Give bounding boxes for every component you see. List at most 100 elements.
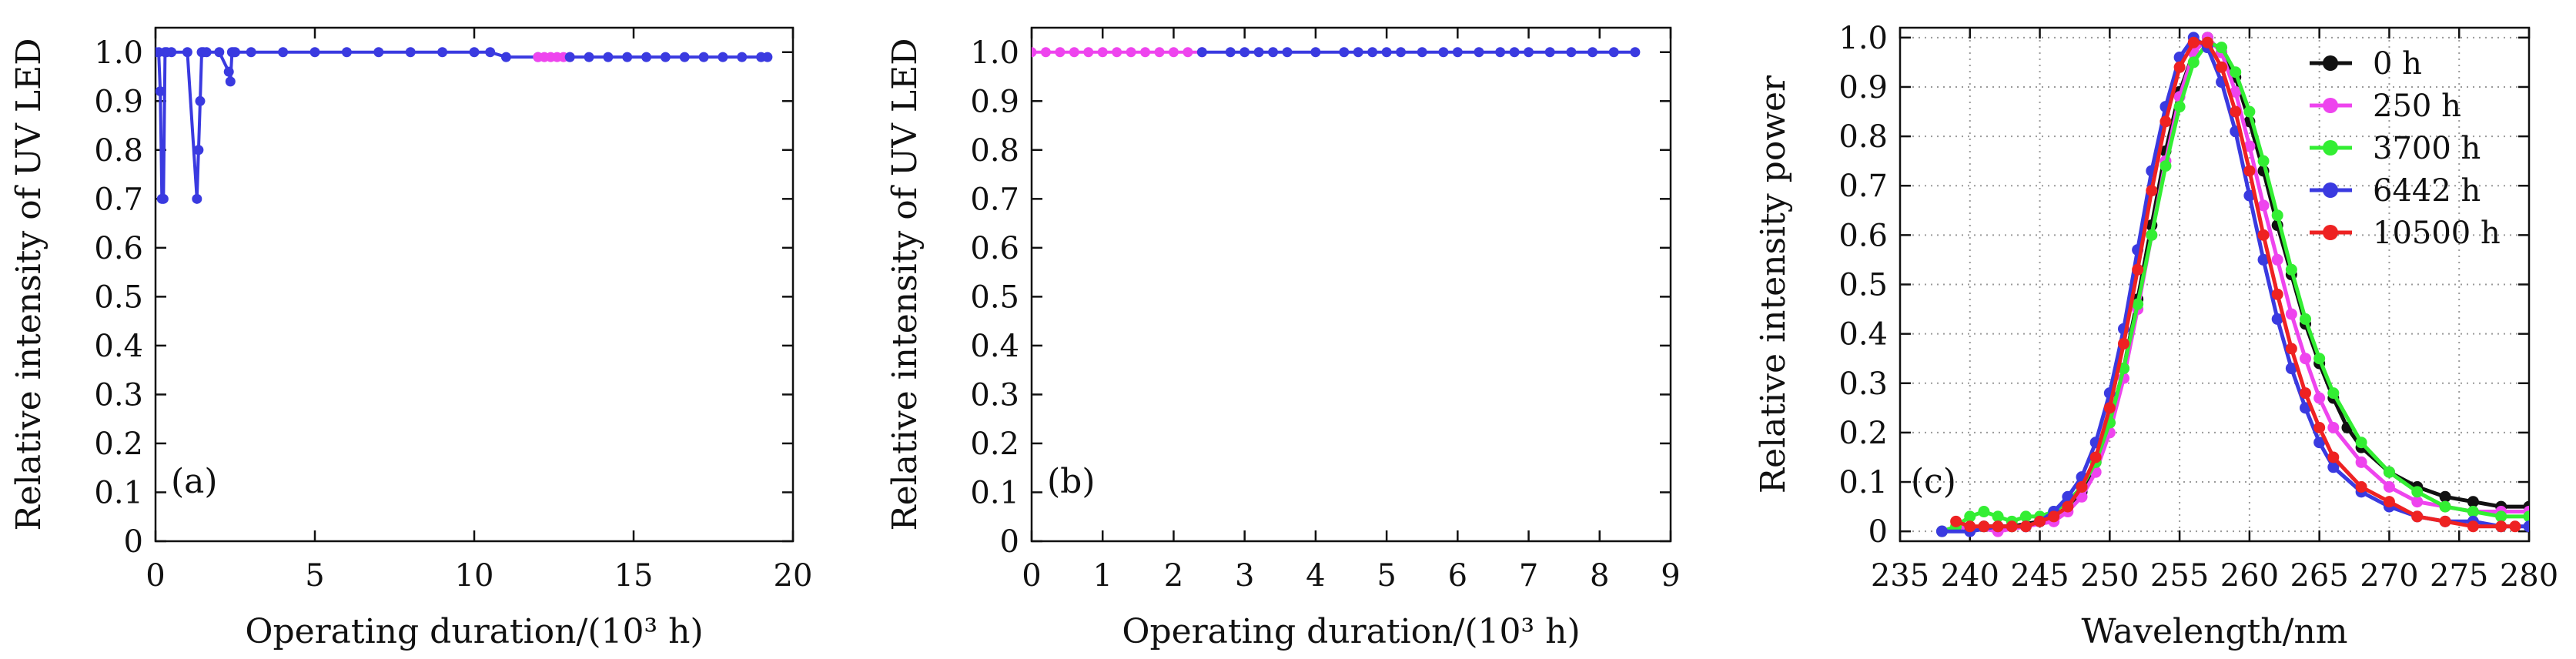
- y-tick-label: 0.6: [970, 231, 1019, 266]
- data-point: [2230, 66, 2242, 79]
- data-point: [195, 95, 206, 106]
- data-point: [1055, 47, 1066, 58]
- y-tick-label: 1.0: [94, 35, 143, 71]
- data-point: [1608, 47, 1619, 58]
- data-point: [622, 52, 633, 62]
- data-point: [1566, 47, 1577, 58]
- data-point: [1367, 47, 1378, 58]
- data-point: [660, 52, 671, 62]
- x-tick-label: 240: [1941, 558, 1999, 594]
- data-point: [2216, 61, 2228, 73]
- y-tick-label: 0.4: [970, 329, 1019, 364]
- data-point: [1032, 47, 1037, 58]
- x-axis-label: Operating duration/(10³ h): [245, 612, 703, 651]
- data-point: [2327, 461, 2340, 473]
- data-point: [2103, 402, 2116, 414]
- y-tick-label: 0.1: [970, 475, 1019, 510]
- data-point: [2300, 353, 2312, 365]
- data-point: [437, 47, 448, 58]
- data-point: [2285, 263, 2297, 276]
- y-tick-label: 0.3: [970, 377, 1019, 413]
- data-point: [2019, 520, 2032, 533]
- data-point: [2230, 105, 2242, 118]
- data-point: [2467, 496, 2479, 508]
- data-point: [2383, 466, 2395, 478]
- data-point: [2243, 165, 2256, 177]
- data-point: [166, 47, 177, 58]
- x-tick-label: 5: [305, 558, 324, 594]
- data-point: [2355, 437, 2367, 449]
- data-point: [1950, 515, 1962, 527]
- data-point: [1992, 520, 2004, 533]
- data-point: [2159, 160, 2172, 172]
- series-1: [1196, 47, 1641, 58]
- x-tick-label: 280: [2500, 558, 2558, 594]
- data-point: [230, 47, 240, 58]
- data-point: [2313, 353, 2326, 365]
- data-point: [2117, 337, 2129, 350]
- series-0: [156, 47, 544, 204]
- data-point: [1196, 47, 1207, 58]
- x-tick-label: 2: [1164, 558, 1183, 594]
- data-point: [485, 47, 496, 58]
- y-tick-label: 0.6: [94, 231, 143, 266]
- data-point: [2509, 520, 2521, 533]
- data-point: [1069, 47, 1079, 58]
- data-point: [2411, 496, 2424, 508]
- data-point: [1587, 47, 1598, 58]
- data-point: [2243, 105, 2256, 118]
- data-point: [2173, 61, 2186, 73]
- x-tick-label: 275: [2430, 558, 2488, 594]
- data-point: [2257, 199, 2270, 212]
- data-point: [2439, 500, 2451, 513]
- y-tick-label: 1.0: [1838, 21, 1888, 56]
- data-point: [2076, 480, 2088, 493]
- series-4: [1950, 36, 2521, 533]
- data-point: [1524, 47, 1534, 58]
- data-point: [500, 52, 511, 62]
- data-point: [341, 47, 352, 58]
- data-point: [762, 52, 773, 62]
- x-tick-label: 7: [1519, 558, 1538, 594]
- x-tick-label: 245: [2010, 558, 2069, 594]
- chart-panel-2: 235 240 245 250 255 260 265 270 275 280 0 0.1 0.2 0.3…: [1754, 21, 2558, 651]
- x-axis-label: Wavelength/nm: [2081, 612, 2347, 651]
- chart-panel-1: 0 1 2 3 4 5 6 7 8 9 0 0.1 0.2 0.3 0.4 0.5 0.6 0.7 0.8 0.9 1.…: [885, 26, 1681, 651]
- y-tick-label: 1.0: [970, 35, 1019, 71]
- data-point: [1040, 47, 1051, 58]
- data-point: [1396, 47, 1407, 58]
- data-point: [1964, 520, 1976, 533]
- data-point: [2355, 456, 2367, 468]
- legend-label: 250 h: [2373, 89, 2461, 124]
- chart-panel-0: 0 5 10 15 20 0 0.1 0.2 0.3 0.4 0.5 0.6 0.7 0.8 0.9 1.0 O…: [9, 26, 812, 651]
- data-point: [1509, 47, 1520, 58]
- data-point: [2495, 520, 2507, 533]
- y-tick-label: 0.2: [94, 427, 143, 462]
- y-tick-label: 0.7: [970, 182, 1019, 217]
- data-point: [2201, 36, 2213, 49]
- data-point: [2089, 451, 2102, 463]
- data-point: [2271, 313, 2283, 325]
- panel-label: (b): [1047, 462, 1096, 501]
- x-tick-label: 0: [1022, 558, 1041, 594]
- data-point: [1978, 506, 1990, 518]
- data-point: [2187, 56, 2200, 69]
- y-tick-label: 0.7: [94, 182, 143, 217]
- legend-label: 0 h: [2373, 46, 2422, 82]
- y-tick-label: 0.5: [94, 279, 143, 315]
- legend-label: 10500 h: [2373, 216, 2501, 251]
- data-point: [2300, 387, 2312, 400]
- y-tick-label: 0.2: [1838, 416, 1888, 451]
- data-point: [2173, 101, 2186, 113]
- data-point: [2048, 510, 2060, 523]
- data-point: [2383, 480, 2395, 493]
- x-tick-label: 9: [1661, 558, 1680, 594]
- data-point: [1268, 47, 1279, 58]
- legend-swatch-marker: [2323, 55, 2338, 71]
- data-point: [201, 47, 212, 58]
- data-point: [2216, 42, 2228, 54]
- data-point: [2285, 343, 2297, 355]
- legend-swatch-marker: [2323, 225, 2338, 240]
- data-point: [1978, 520, 1990, 533]
- data-point: [2439, 515, 2451, 527]
